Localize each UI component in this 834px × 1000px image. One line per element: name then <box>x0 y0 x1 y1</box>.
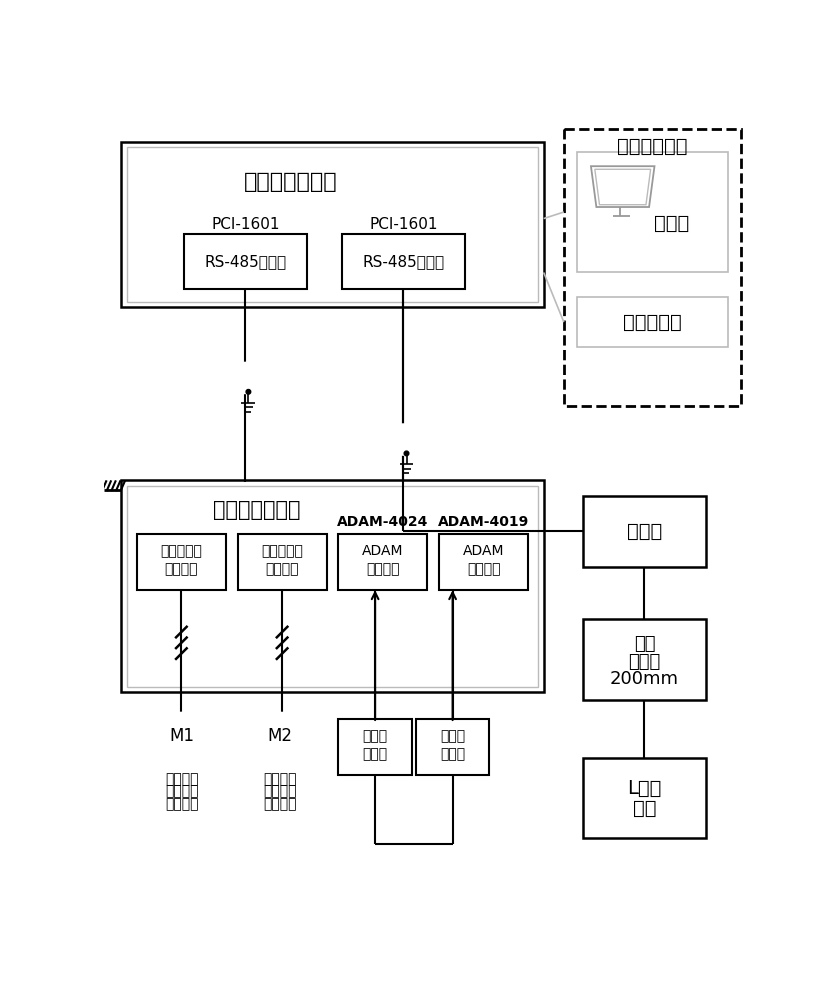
Circle shape <box>404 451 409 456</box>
Bar <box>564 129 741 406</box>
Bar <box>583 496 706 567</box>
Text: （出水）: （出水） <box>265 563 299 577</box>
Bar <box>127 486 538 687</box>
Text: 显示器: 显示器 <box>655 214 690 233</box>
Circle shape <box>395 440 411 455</box>
Text: 动阀门: 动阀门 <box>440 747 465 761</box>
Text: ADAM: ADAM <box>463 544 505 558</box>
Circle shape <box>395 424 411 440</box>
Text: （出水）: （出水） <box>264 797 297 811</box>
Text: 水泵交流: 水泵交流 <box>165 772 198 786</box>
Text: ADAM-4019: ADAM-4019 <box>438 515 530 529</box>
Text: 变频电机: 变频电机 <box>165 784 198 798</box>
Bar <box>342 234 465 289</box>
Text: 动阀门: 动阀门 <box>363 747 388 761</box>
Text: 交流变频器: 交流变频器 <box>160 544 203 558</box>
Text: （进水）: （进水） <box>165 797 198 811</box>
Text: RS-485通讯口: RS-485通讯口 <box>204 254 286 269</box>
Text: ADAM: ADAM <box>362 544 404 558</box>
Text: 通管: 通管 <box>633 799 656 818</box>
Text: ADAM-4024: ADAM-4024 <box>337 515 429 529</box>
Text: RS-485通讯口: RS-485通讯口 <box>362 254 445 269</box>
Bar <box>127 147 538 302</box>
Bar <box>583 758 706 838</box>
Text: 转换模块: 转换模块 <box>467 563 500 577</box>
Text: 交流变频器: 交流变频器 <box>261 544 303 558</box>
Text: 工业控制计算机: 工业控制计算机 <box>244 172 337 192</box>
Text: （进水）: （进水） <box>164 563 198 577</box>
Text: L型连: L型连 <box>627 779 661 798</box>
Text: M1: M1 <box>169 727 194 745</box>
Bar <box>121 480 544 692</box>
Bar <box>583 619 706 700</box>
Text: PCI-1601: PCI-1601 <box>211 217 279 232</box>
Text: 水位仪: 水位仪 <box>627 522 662 541</box>
Text: 水位: 水位 <box>634 635 656 653</box>
Bar <box>439 534 528 590</box>
Text: 键盘、鼠标: 键盘、鼠标 <box>623 313 682 332</box>
Circle shape <box>238 378 253 393</box>
Bar <box>577 152 728 272</box>
Bar <box>121 142 544 307</box>
Text: 潮汐电气控制柜: 潮汐电气控制柜 <box>214 500 301 520</box>
Bar <box>184 234 307 289</box>
Text: 进水电: 进水电 <box>363 729 388 743</box>
Circle shape <box>238 363 253 378</box>
Bar <box>339 534 427 590</box>
Circle shape <box>158 713 205 759</box>
Bar <box>137 534 226 590</box>
Bar <box>577 297 728 347</box>
Bar <box>339 719 412 775</box>
Circle shape <box>246 389 251 394</box>
Text: 转换模块: 转换模块 <box>366 563 399 577</box>
Bar <box>238 534 327 590</box>
Text: 出水电: 出水电 <box>440 729 465 743</box>
Bar <box>416 719 490 775</box>
Text: 水泵交流: 水泵交流 <box>264 772 297 786</box>
Text: 200mm: 200mm <box>610 670 679 688</box>
Text: M2: M2 <box>268 727 293 745</box>
Circle shape <box>257 713 304 759</box>
Text: 人机操作部件: 人机操作部件 <box>617 137 687 156</box>
Text: 变频电机: 变频电机 <box>264 784 297 798</box>
Text: PCI-1601: PCI-1601 <box>369 217 438 232</box>
Text: 传感器: 传感器 <box>628 653 661 671</box>
